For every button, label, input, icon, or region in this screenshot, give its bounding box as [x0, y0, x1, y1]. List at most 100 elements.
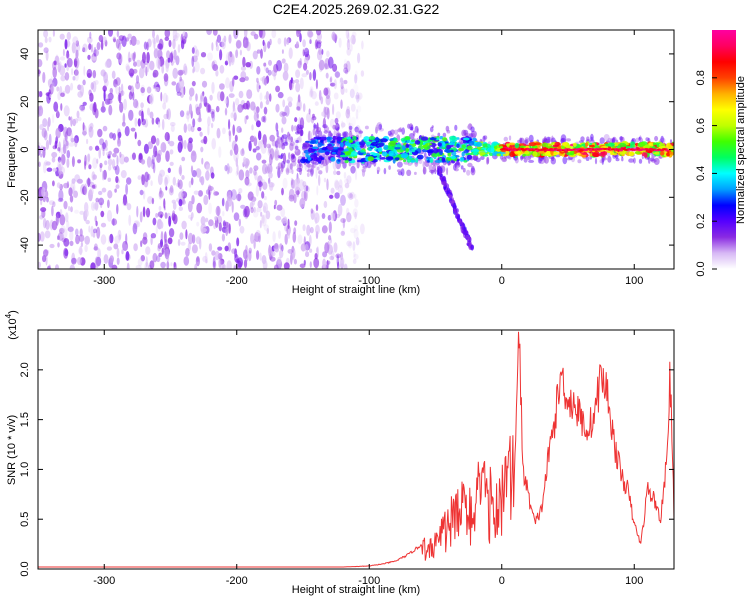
spectrogram-cell: [207, 104, 212, 113]
spectrogram-cell: [442, 132, 447, 138]
spectrogram-cell: [150, 135, 157, 145]
spectrogram-cell: [183, 256, 190, 266]
spectrogram-cell: [55, 127, 61, 139]
spectrogram-cell: [111, 264, 118, 269]
spectrogram-cell: [355, 108, 359, 120]
spectrogram-cell: [279, 249, 284, 259]
spectrogram-cell: [229, 51, 233, 58]
spectrogram-cell: [438, 165, 441, 172]
spectrogram-cell: [228, 93, 235, 98]
spectrogram-cell: [149, 60, 155, 71]
spectrogram-cell: [213, 189, 216, 197]
spectrogram-cell: [228, 34, 232, 44]
spectrogram-cell: [546, 139, 551, 144]
spectrogram-cell: [585, 142, 589, 148]
spectrogram-cell: [116, 30, 120, 38]
spectrogram-cell: [222, 210, 225, 217]
spectrogram-cell: [79, 245, 83, 256]
spectrogram-cell: [350, 44, 353, 52]
spectrogram-cell: [333, 170, 337, 176]
spectrogram-cell: [84, 235, 90, 245]
spectrogram-cell: [53, 101, 59, 112]
spectrogram-cell: [277, 37, 282, 45]
spectrogram-cell: [407, 123, 411, 129]
spectrogram-cell: [280, 207, 286, 218]
spectrogram-cell: [275, 103, 280, 113]
spectrogram-cell: [230, 55, 235, 63]
spectrogram-cell: [337, 261, 340, 269]
spectrogram-cell: [108, 104, 113, 116]
spectrogram-cell: [345, 88, 348, 93]
spectrogram-cell: [312, 69, 317, 81]
spectrogram-cell: [191, 55, 195, 68]
spectrogram-cell: [324, 242, 330, 254]
spectrogram-cell: [112, 153, 117, 158]
spectrogram-cell: [172, 30, 178, 40]
spectrogram-cell: [142, 51, 146, 64]
spectrogram-cell: [227, 166, 233, 174]
spectrogram-cell: [225, 227, 228, 237]
spectrogram-cell: [188, 87, 195, 97]
spectrogram-cell: [401, 145, 406, 151]
spectrogram-cell: [268, 177, 271, 185]
spectrogram-cell: [271, 30, 277, 39]
spectrogram-cell: [101, 143, 105, 152]
spectrogram-cell: [412, 130, 416, 137]
spectrogram-cell: [499, 145, 503, 149]
spectrogram-cell: [438, 170, 442, 176]
spectrogram-cell: [281, 111, 288, 117]
spectrogram-cell: [528, 134, 534, 143]
spectrogram-cell: [321, 225, 328, 234]
spectrogram-cell: [443, 149, 451, 153]
spectrogram-cell: [275, 85, 281, 93]
spectrogram-cell: [387, 130, 392, 136]
spectrogram-cell: [324, 63, 328, 70]
spectrogram-cell: [336, 170, 341, 176]
spectrogram-cell: [145, 207, 151, 218]
spectrogram-cell: [207, 116, 211, 127]
spectrogram-cell: [361, 40, 364, 50]
spectrogram-cell: [134, 117, 138, 127]
spectrogram-cell: [267, 41, 271, 49]
spectrogram-cell: [158, 190, 164, 198]
spectrogram-cell: [92, 70, 97, 79]
spectrogram-cell: [367, 156, 374, 162]
spectrogram-cell: [560, 138, 565, 144]
spectrogram-cell: [346, 240, 352, 247]
spectrogram-cell: [267, 163, 273, 175]
spectrogram-cell: [492, 151, 498, 156]
spectrogram-cell: [253, 238, 256, 250]
spectrogram-cell: [255, 146, 260, 151]
spectrogram-cell: [38, 261, 41, 269]
spectrogram-cell: [260, 211, 263, 217]
spectrogram-cell: [306, 169, 313, 173]
spectrogram-cell: [288, 152, 291, 160]
spectrogram-cell: [192, 118, 196, 128]
spectrogram-cell: [45, 50, 49, 61]
spectrogram-cell: [295, 131, 300, 135]
spectrogram-cell: [295, 69, 301, 78]
spectrogram-cell: [328, 235, 332, 241]
spectrogram-cell: [117, 94, 120, 102]
spectrogram-cell: [415, 157, 419, 163]
spectrogram-cell: [82, 101, 87, 106]
spectrogram-cell: [119, 101, 124, 113]
spectrogram-cell: [111, 218, 118, 226]
spectrogram-cell: [80, 184, 86, 195]
spectrogram-cell: [102, 125, 108, 132]
spectrogram-cell: [218, 258, 221, 268]
spectrogram-cell: [157, 121, 161, 128]
spectrogram-cell: [133, 220, 139, 230]
spectrogram-cell: [388, 141, 396, 147]
spectrogram-x-axis-label: Height of straight line (km): [292, 284, 420, 296]
spectrogram-cell: [505, 149, 510, 156]
spectrogram-cell: [393, 137, 398, 142]
spectrogram-cell: [100, 39, 104, 51]
spectrogram-cell: [328, 130, 332, 134]
spectrogram-cell: [195, 168, 202, 178]
spectrogram-cell: [230, 189, 237, 201]
spectrogram-cell: [116, 257, 120, 265]
spectrogram-cell: [256, 49, 261, 54]
spectrogram-cell: [121, 121, 126, 127]
spectrogram-cell: [309, 72, 312, 81]
